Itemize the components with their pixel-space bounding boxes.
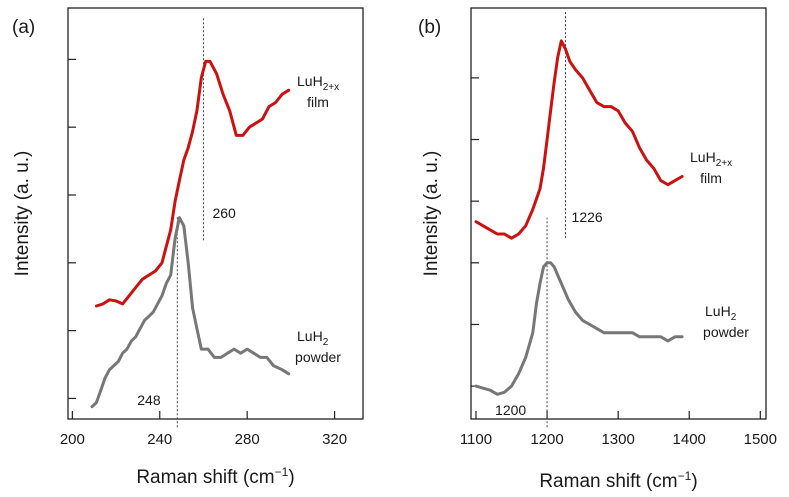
series-label-powder-b: LuH2 (705, 303, 737, 323)
peak-label-248: 248 (137, 392, 161, 408)
x-tick-label-a: 280 (235, 431, 260, 448)
peak-label-1200: 1200 (495, 402, 526, 418)
panel-a: (a) 200 240 280 320 Raman shift (cm−1) Intensi… (12, 7, 364, 488)
series-sublabel-film-a: film (307, 94, 329, 110)
series-label-film-b: LuH2+x (690, 149, 732, 169)
x-tick-label-b: 1300 (601, 431, 634, 448)
x-tick-label-a: 200 (60, 431, 85, 448)
y-axis-title-b: Intensity (a. u.) (421, 151, 442, 277)
x-tick-label-b: 1400 (673, 431, 706, 448)
panel-label-a: (a) (12, 17, 35, 38)
series-line-powder-b (474, 261, 684, 396)
series-line-powder-a (90, 216, 291, 409)
x-tick-label-b: 1500 (744, 431, 777, 448)
series-label-powder-a: LuH2 (297, 328, 329, 348)
series-sublabel-film-b: film (700, 170, 722, 186)
panel-label-b: (b) (418, 17, 441, 38)
x-tick-label-a: 240 (147, 431, 172, 448)
plot-frame-b (470, 7, 767, 420)
x-tick-label-b: 1100 (460, 431, 492, 448)
x-tick-label-a: 320 (322, 431, 347, 448)
y-axis-title-a: Intensity (a. u.) (12, 151, 33, 277)
x-tick-label-b: 1200 (530, 431, 563, 448)
x-axis-title-b: Raman shift (cm−1) (539, 469, 697, 492)
x-axis-title-a: Raman shift (cm−1) (136, 465, 294, 488)
series-label-film-a: LuH2+x (297, 73, 339, 93)
series-sublabel-powder-a: powder (295, 349, 341, 365)
series-line-film-b (474, 39, 684, 240)
plot-frame-a (67, 7, 364, 420)
peak-label-260: 260 (212, 205, 236, 221)
series-sublabel-powder-b: powder (703, 324, 749, 340)
peak-label-1226: 1226 (572, 209, 603, 225)
series-line-film-a (94, 59, 291, 308)
